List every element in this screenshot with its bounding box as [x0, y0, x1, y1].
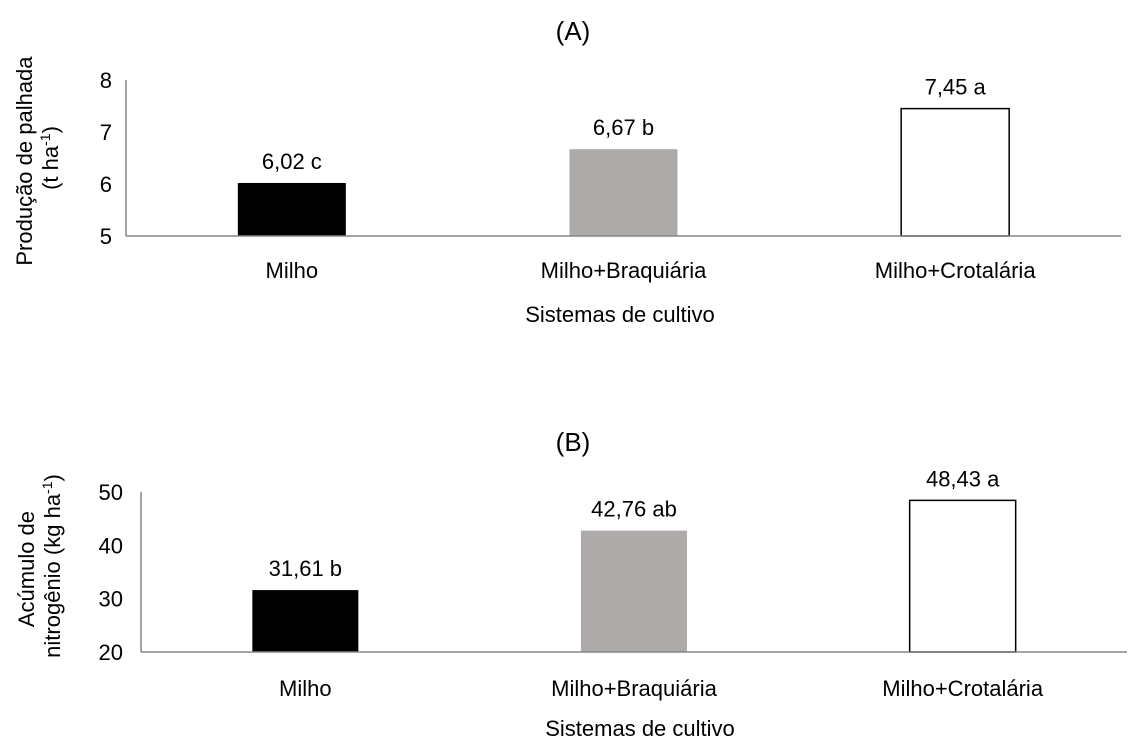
chart-b-data-label-0: 31,61 b [269, 556, 342, 581]
chart-a-axes [125, 80, 1121, 237]
chart-b-y-axis-label-line2: nitrogênio (kg ha-1) [39, 474, 65, 658]
chart-b-bar-0 [252, 590, 359, 652]
chart-a-bar-0 [237, 182, 346, 236]
chart-b-data-label-2: 48,43 a [926, 466, 1000, 491]
chart-a-data-labels: 6,02 c 6,67 b 7,45 a [262, 75, 987, 174]
chart-a-ylabel-unit-pre: (t ha [38, 145, 63, 190]
chart-a-data-label-2: 7,45 a [925, 75, 987, 100]
chart-a-y-axis-label-line2: (t ha-1) [37, 126, 63, 190]
chart-a-bar-2 [900, 107, 1010, 237]
chart-a-x-axis-label: Sistemas de cultivo [525, 302, 715, 327]
chart-b-ylabel-unit-sup: -1 [39, 481, 55, 494]
chart-b-axes [140, 492, 1127, 653]
chart-b-y-tick-0: 20 [99, 640, 123, 665]
chart-b-bar-1 [581, 530, 687, 652]
chart-a-y-tick-3: 8 [100, 68, 112, 93]
chart-b-title: (B) [556, 427, 591, 457]
chart-b-y-axis-label: Acúmulo de nitrogênio (kg ha-1) [14, 474, 65, 658]
chart-b-bars [252, 499, 1017, 653]
chart-b-y-tick-2: 40 [99, 533, 123, 558]
chart-b-category-label-2: Milho+Crotalária [882, 676, 1044, 701]
chart-b-y-ticks: 20 30 40 50 [99, 480, 123, 665]
chart-a-y-axis-label: Produção de palhada (t ha-1) [12, 50, 63, 265]
chart-b-data-labels: 31,61 b 42,76 ab 48,43 a [269, 466, 1000, 581]
chart-a-title: (A) [556, 16, 591, 46]
chart-a-bar-1 [569, 149, 678, 236]
chart-b-category-label-1: Milho+Braquiária [551, 676, 717, 701]
chart-a-category-label-2: Milho+Crotalária [875, 258, 1037, 283]
chart-a-ylabel-unit-post: ) [38, 126, 63, 133]
chart-a-data-label-0: 6,02 c [262, 149, 322, 174]
chart-a-y-tick-0: 5 [100, 224, 112, 249]
chart-a-y-ticks: 5 6 7 8 [100, 68, 112, 249]
chart-a-data-label-1: 6,67 b [593, 115, 654, 140]
chart-a-category-label-0: Milho [266, 258, 319, 283]
chart-b-ylabel-unit-post: ) [40, 474, 65, 481]
chart-a-ylabel-unit-sup: -1 [37, 133, 53, 146]
chart-a-category-label-1: Milho+Braquiária [541, 258, 707, 283]
chart-b-y-tick-1: 30 [99, 587, 123, 612]
chart-a-bars [237, 107, 1010, 237]
chart-a: (A) 5 6 7 8 6,02 c 6,67 b 7,45 a Milho Milho+B… [12, 16, 1121, 327]
chart-a-y-axis-label-line1: Produção de palhada [12, 56, 37, 266]
chart-b-bar-2 [908, 499, 1017, 653]
chart-a-y-tick-1: 6 [100, 172, 112, 197]
chart-b-data-label-1: 42,76 ab [591, 497, 677, 522]
chart-b-x-axis-label: Sistemas de cultivo [545, 716, 735, 741]
chart-b-y-tick-3: 50 [99, 480, 123, 505]
chart-b-category-label-0: Milho [279, 676, 332, 701]
chart-b-category-labels: Milho Milho+Braquiária Milho+Crotalária [279, 676, 1044, 701]
chart-a-y-tick-2: 7 [100, 120, 112, 145]
chart-b-y-axis-label-line1: Acúmulo de [14, 511, 39, 627]
chart-b: (B) 20 30 40 50 31,61 b 42,76 ab 48,43 a Milh… [14, 427, 1127, 741]
chart-b-ylabel-unit-pre: nitrogênio (kg ha [40, 493, 65, 658]
chart-a-category-labels: Milho Milho+Braquiária Milho+Crotalária [266, 258, 1037, 283]
